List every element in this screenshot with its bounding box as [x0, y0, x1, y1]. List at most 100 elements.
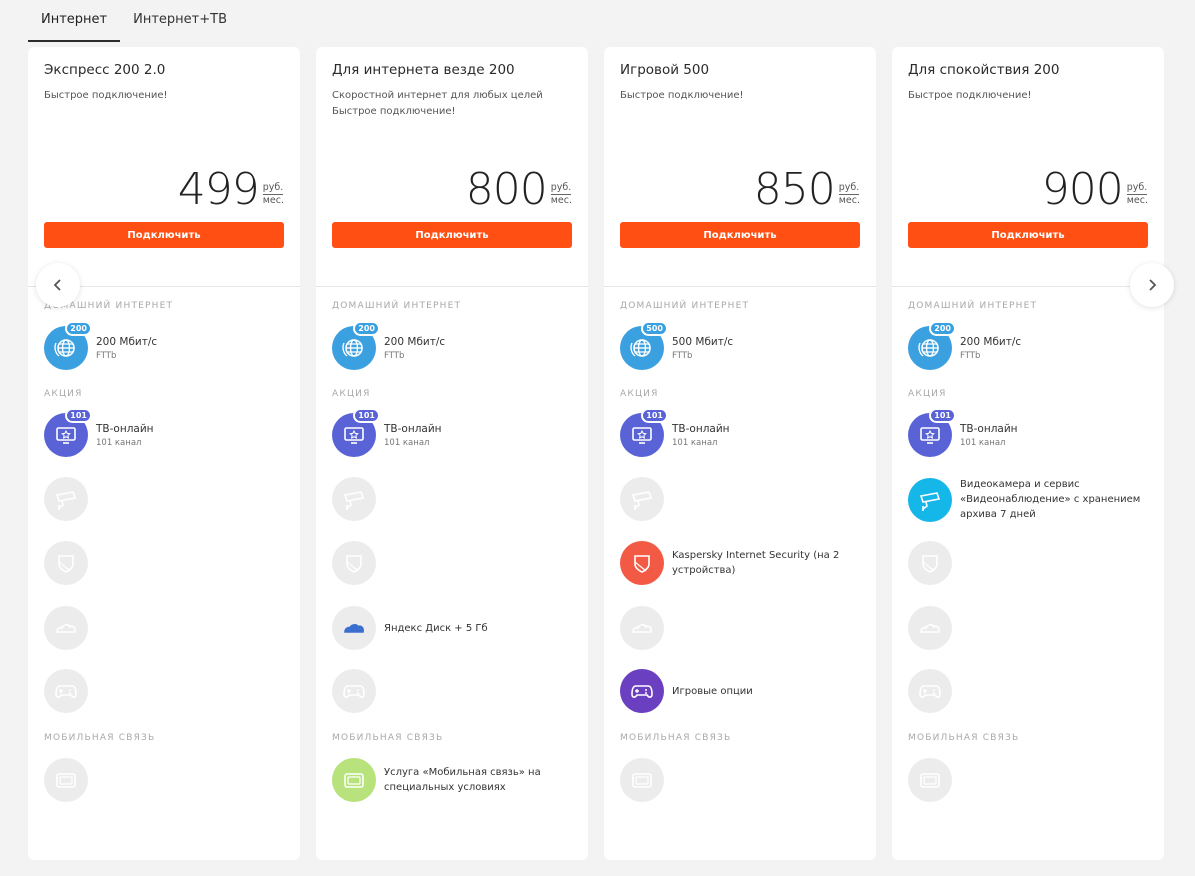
price-value: 499 [177, 164, 260, 215]
cloud-icon [908, 606, 952, 650]
feature-camera-label: Видеокамера и сервис «Видеонаблюдение» с… [960, 479, 1141, 520]
tv-channels: 101 канал [96, 437, 142, 448]
speed-badge: 500 [641, 321, 668, 336]
feature-kaspersky [332, 541, 577, 585]
gamepad-icon [44, 669, 88, 713]
section-home-internet: ДОМАШНИЙ ИНТЕРНЕТ [908, 301, 1038, 311]
feature-mobile: Услуга «Мобильная связь» на специальных … [332, 758, 577, 802]
tv-icon: 101 [620, 408, 668, 457]
sim-card-icon [908, 758, 952, 802]
connect-button[interactable]: Подключить [908, 222, 1148, 248]
tv-icon: 101 [44, 408, 92, 457]
feature-yandex: Яндекс Диск + 5 Гб [332, 606, 577, 650]
currency-label: руб. [262, 182, 284, 195]
shield-icon [44, 541, 88, 585]
tariff-subtitle: Быстрое подключение! [620, 88, 744, 104]
divider [892, 286, 1164, 287]
tv-name: ТВ-онлайн [672, 422, 730, 435]
tariff-title: Для спокойствия 200 [908, 62, 1060, 78]
tv-channels: 101 канал [672, 437, 718, 448]
feature-internet: 200 200 Мбит/с FTTb [44, 321, 289, 370]
tv-icon: 101 [332, 408, 380, 457]
connect-button[interactable]: Подключить [620, 222, 860, 248]
tariff-card: Экспресс 200 2.0 Быстрое подключение! 49… [28, 47, 300, 860]
speed-badge: 200 [65, 321, 92, 336]
internet-tech: FTTb [960, 350, 981, 361]
feature-mobile-label: Услуга «Мобильная связь» на специальных … [384, 767, 541, 793]
camera-icon [44, 477, 88, 521]
tariff-subtitle-line: Скоростной интернет для любых целей [332, 90, 543, 101]
divider [316, 286, 588, 287]
divider [604, 286, 876, 287]
feature-yandex [620, 606, 865, 650]
price-block: 499 руб. мес. [178, 167, 284, 213]
tv-name: ТВ-онлайн [384, 422, 442, 435]
speed-badge: 200 [929, 321, 956, 336]
tariff-card: Для спокойствия 200 Быстрое подключение!… [892, 47, 1164, 860]
prev-arrow-button[interactable] [36, 263, 80, 307]
internet-speed: 500 Мбит/с [672, 335, 734, 348]
section-promo: АКЦИЯ [908, 389, 947, 399]
connect-button[interactable]: Подключить [44, 222, 284, 248]
tv-name: ТВ-онлайн [96, 422, 154, 435]
feature-mobile [908, 758, 1153, 802]
connect-button[interactable]: Подключить [332, 222, 572, 248]
gamepad-icon [620, 669, 664, 713]
camera-icon [332, 477, 376, 521]
globe-icon: 200 [44, 321, 92, 370]
channels-badge: 101 [929, 408, 956, 423]
tv-icon: 101 [908, 408, 956, 457]
section-promo: АКЦИЯ [44, 389, 83, 399]
camera-icon [620, 477, 664, 521]
tariff-subtitle-line: Быстрое подключение! [620, 90, 744, 101]
period-label: мес. [550, 195, 572, 206]
feature-yandex-label: Яндекс Диск + 5 Гб [384, 622, 488, 634]
currency-label: руб. [838, 182, 860, 195]
period-label: мес. [1126, 195, 1148, 206]
currency-label: руб. [550, 182, 572, 195]
feature-kaspersky: Kaspersky Internet Security (на 2 устрой… [620, 541, 865, 585]
internet-speed: 200 Мбит/с [384, 335, 446, 348]
tariff-subtitle-line: Быстрое подключение! [332, 106, 456, 117]
internet-tech: FTTb [672, 350, 693, 361]
internet-speed: 200 Мбит/с [960, 335, 1022, 348]
section-home-internet: ДОМАШНИЙ ИНТЕРНЕТ [332, 301, 462, 311]
sim-card-icon [620, 758, 664, 802]
tariff-subtitle-line: Быстрое подключение! [44, 90, 168, 101]
feature-games [332, 669, 577, 713]
feature-tv: 101 ТВ-онлайн 101 канал [332, 408, 577, 457]
feature-camera: Видеокамера и сервис «Видеонаблюдение» с… [908, 477, 1153, 522]
currency-label: руб. [1126, 182, 1148, 195]
section-home-internet: ДОМАШНИЙ ИНТЕРНЕТ [44, 301, 174, 311]
channels-badge: 101 [641, 408, 668, 423]
tariff-subtitle: Быстрое подключение! [44, 88, 168, 104]
sim-card-icon [44, 758, 88, 802]
section-home-internet: ДОМАШНИЙ ИНТЕРНЕТ [620, 301, 750, 311]
cloud-icon [44, 606, 88, 650]
price-block: 800 руб. мес. [466, 167, 572, 213]
feature-games [44, 669, 289, 713]
tariff-title: Экспресс 200 2.0 [44, 62, 166, 78]
chevron-left-icon [53, 279, 61, 291]
period-label: мес. [262, 195, 284, 206]
tariff-subtitle: Скоростной интернет для любых целей Быстр… [332, 88, 543, 120]
globe-icon: 200 [908, 321, 956, 370]
feature-kaspersky [44, 541, 289, 585]
tab-internet-tv[interactable]: Интернет+ТВ [133, 12, 227, 27]
feature-games-label: Игровые опции [672, 685, 753, 697]
price-value: 900 [1041, 164, 1124, 215]
globe-icon: 200 [332, 321, 380, 370]
tab-internet[interactable]: Интернет [28, 0, 121, 42]
tab-bar: Интернет Интернет+ТВ [28, 0, 240, 42]
price-unit: руб. мес. [262, 182, 284, 207]
tariff-subtitle: Быстрое подключение! [908, 88, 1032, 104]
price-value: 800 [465, 164, 548, 215]
price-value: 850 [753, 164, 836, 215]
feature-yandex [908, 606, 1153, 650]
feature-camera [332, 477, 577, 521]
price-unit: руб. мес. [550, 182, 572, 207]
gamepad-icon [332, 669, 376, 713]
section-promo: АКЦИЯ [332, 389, 371, 399]
next-arrow-button[interactable] [1130, 263, 1174, 307]
period-label: мес. [838, 195, 860, 206]
